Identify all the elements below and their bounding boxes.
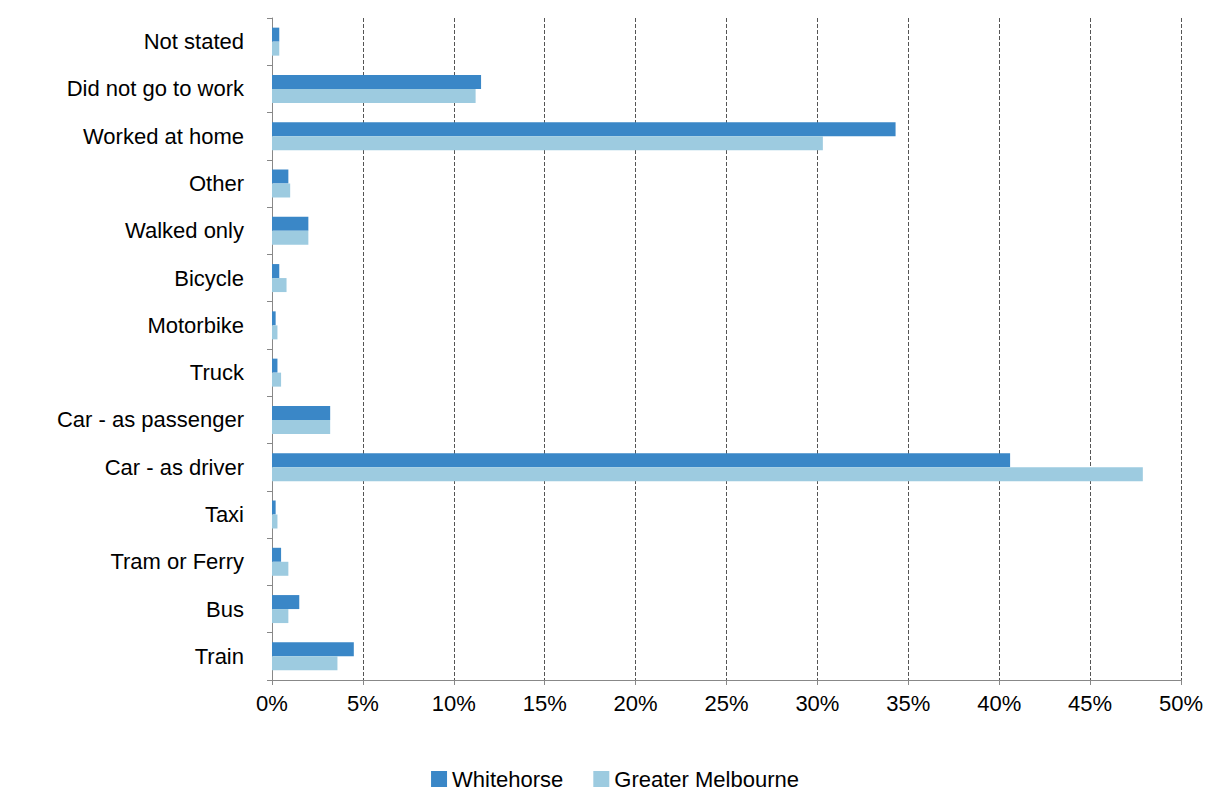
svg-text:15%: 15% [523, 691, 567, 716]
svg-text:Not stated: Not stated [144, 29, 244, 54]
svg-text:50%: 50% [1159, 691, 1203, 716]
svg-text:Car - as passenger: Car - as passenger [57, 407, 244, 432]
svg-text:Bus: Bus [206, 597, 244, 622]
svg-text:Car - as driver: Car - as driver [105, 455, 244, 480]
svg-text:Taxi: Taxi [205, 502, 244, 527]
svg-text:Motorbike: Motorbike [147, 313, 244, 338]
svg-text:Truck: Truck [190, 360, 245, 385]
svg-text:Did not go to work: Did not go to work [67, 76, 245, 101]
svg-text:35%: 35% [886, 691, 930, 716]
svg-text:Whitehorse: Whitehorse [452, 767, 563, 792]
svg-text:20%: 20% [614, 691, 658, 716]
svg-text:Bicycle: Bicycle [174, 266, 244, 291]
svg-text:Worked at home: Worked at home [83, 124, 244, 149]
svg-text:10%: 10% [432, 691, 476, 716]
svg-text:25%: 25% [704, 691, 748, 716]
svg-text:Tram or Ferry: Tram or Ferry [110, 549, 244, 574]
svg-text:Other: Other [189, 171, 244, 196]
svg-text:30%: 30% [795, 691, 839, 716]
svg-text:0%: 0% [256, 691, 288, 716]
svg-text:45%: 45% [1068, 691, 1112, 716]
svg-text:5%: 5% [347, 691, 379, 716]
svg-text:40%: 40% [977, 691, 1021, 716]
svg-text:Greater Melbourne: Greater Melbourne [614, 767, 799, 792]
svg-text:Train: Train [195, 644, 244, 669]
svg-text:Walked only: Walked only [125, 218, 244, 243]
